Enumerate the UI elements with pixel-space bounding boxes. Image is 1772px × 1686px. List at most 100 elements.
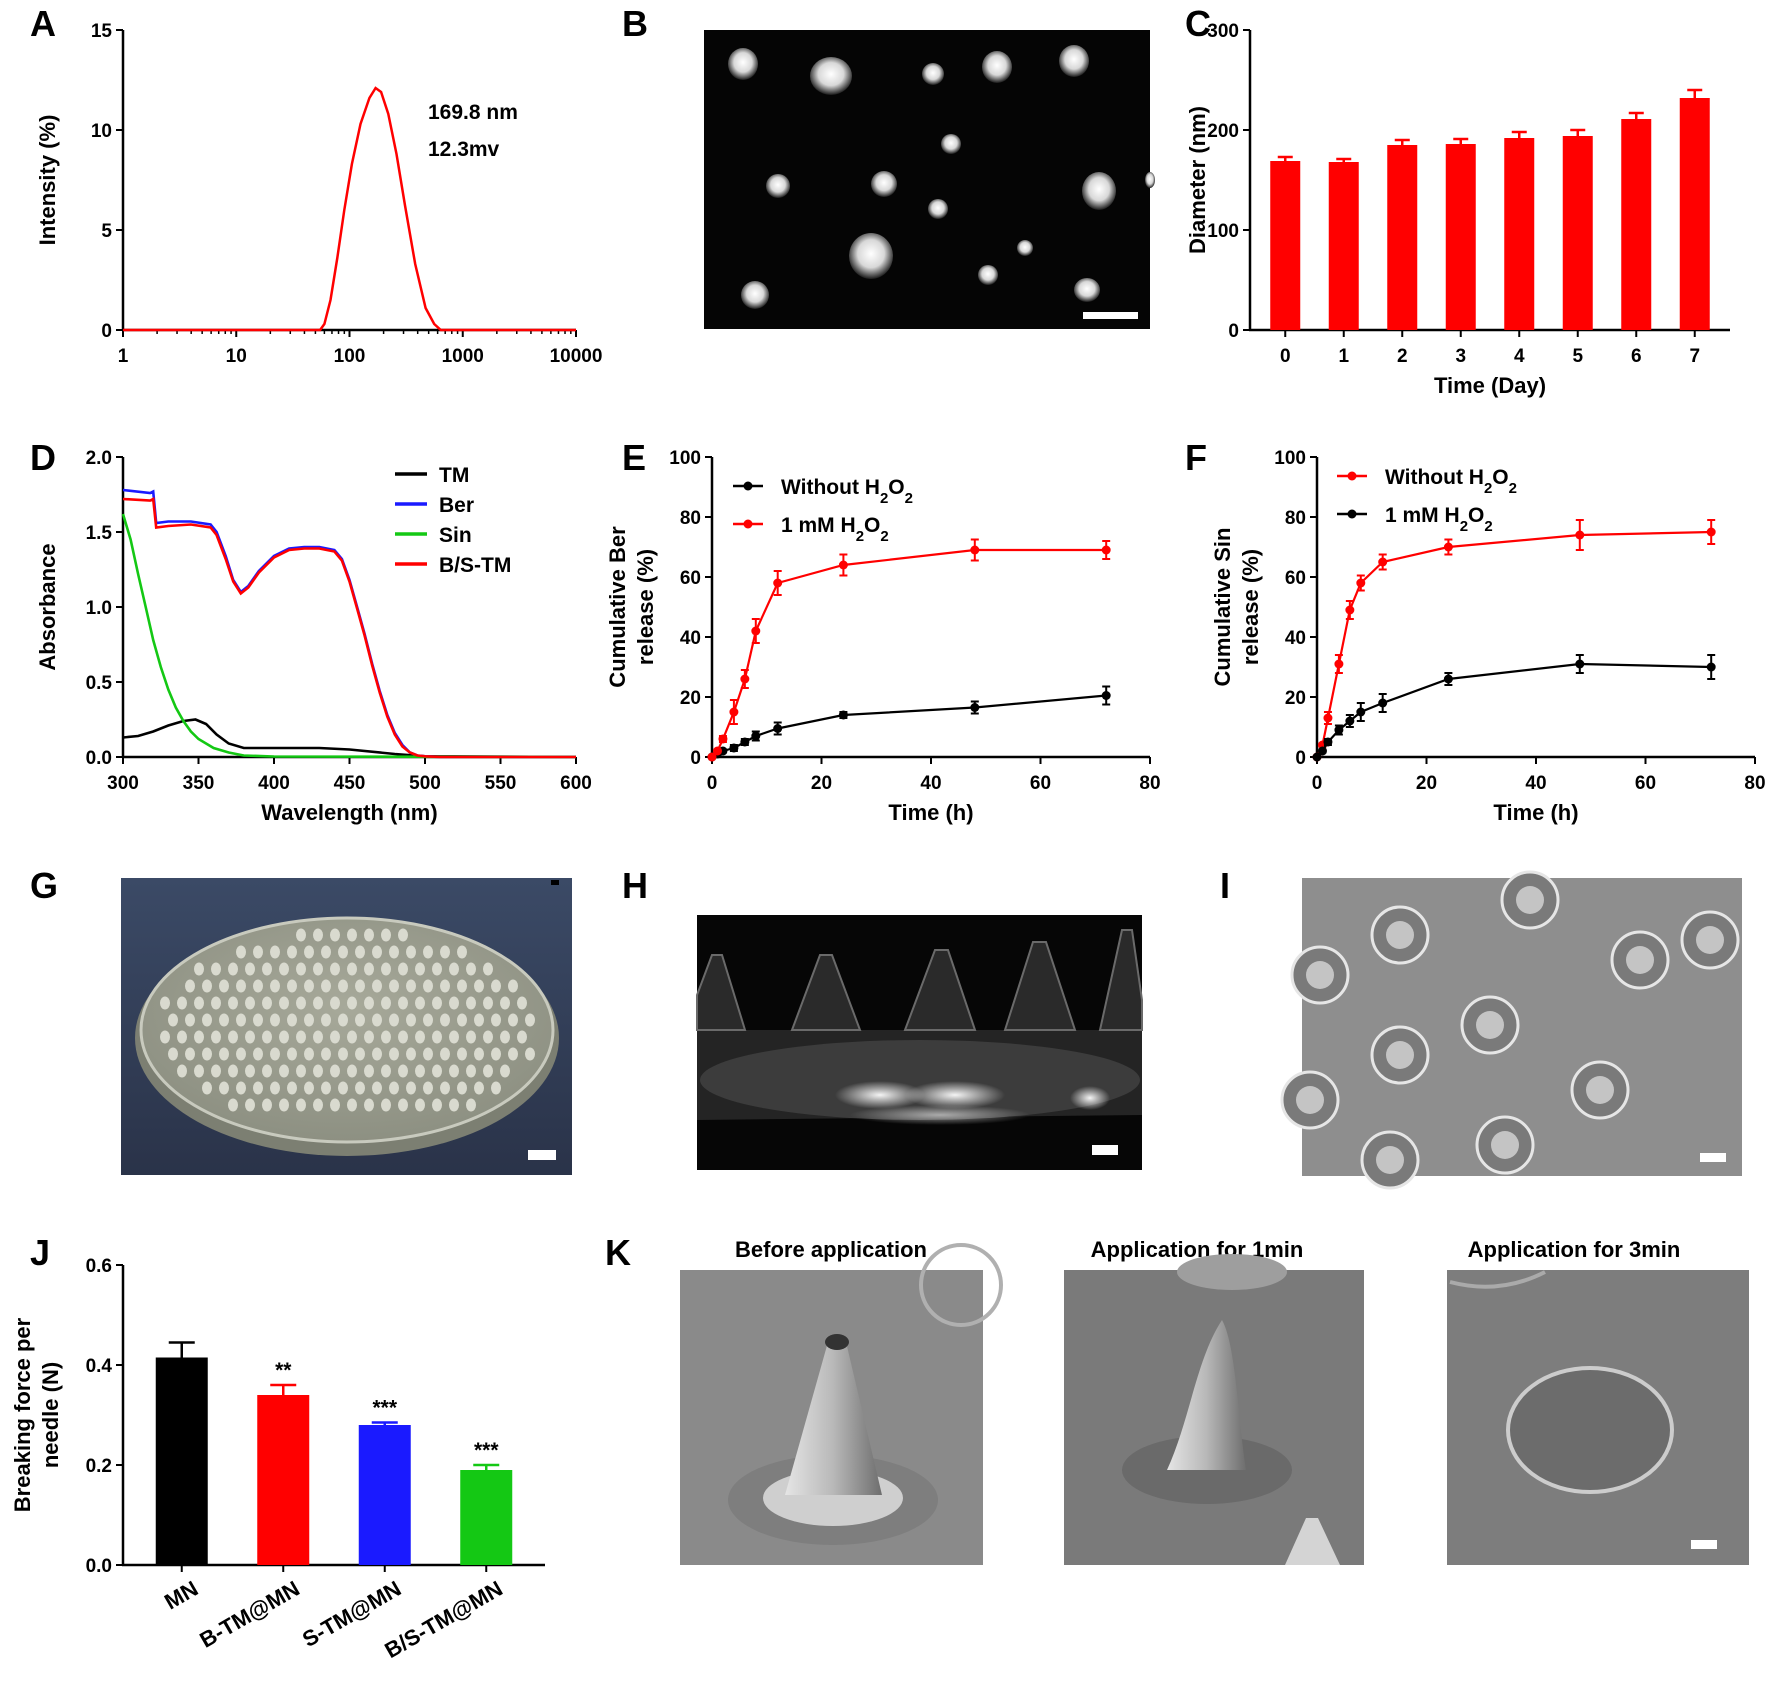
series-line [711, 548, 1107, 758]
y-tick-label: 100 [1274, 448, 1306, 469]
significance-marker: ** [275, 1359, 292, 1382]
microneedle-patch-photo [121, 878, 572, 1175]
y-tick-label: 200 [1207, 121, 1239, 142]
bar [1270, 161, 1301, 330]
y-axis-label: Intensity (%) [35, 115, 60, 246]
series-2 [121, 513, 577, 759]
data-point [1345, 716, 1355, 726]
y-axis-label: Cumulative Ber release (%) [605, 526, 658, 688]
x-axis-label: Time (h) [1493, 800, 1578, 825]
data-point [1575, 659, 1585, 669]
series-1 [707, 538, 1111, 762]
significance-marker: *** [372, 1397, 397, 1420]
x-tick-label: 2 [1397, 346, 1408, 367]
scale-bar [1700, 1153, 1726, 1162]
x-tick-label: 60 [1635, 773, 1656, 794]
series-0 [1312, 519, 1716, 762]
series-line [121, 513, 577, 759]
bar [1504, 138, 1535, 330]
sem-application-1min [1064, 1254, 1364, 1565]
caption-application-3min: Application for 3min [1468, 1237, 1681, 1262]
x-tick-label: 20 [1416, 773, 1437, 794]
chart-e-ber-release: 0 20 40 60 80 100 Cumulative Ber release (%) Tim… [605, 448, 1161, 825]
x-tick-label: 450 [334, 773, 366, 794]
series-0 [707, 685, 1111, 762]
sem-application-3min [1447, 1270, 1749, 1565]
x-tick-label: 60 [1030, 773, 1051, 794]
x-tick-label: 4 [1514, 346, 1525, 367]
y-tick-label: 1.0 [86, 598, 112, 619]
x-tick-label: 1 [1338, 346, 1349, 367]
y-tick-label: 0 [690, 748, 701, 769]
scale-bar [1092, 1145, 1118, 1155]
data-point [729, 743, 739, 753]
scale-bar [1083, 312, 1138, 319]
legend-label: TM [439, 464, 469, 487]
x-tick-label: 80 [1744, 773, 1765, 794]
data-point [1345, 605, 1355, 615]
y-tick-label: 0 [1295, 748, 1306, 769]
data-point [1443, 674, 1453, 684]
panel-label-a: A [30, 3, 56, 44]
y-tick-label: 20 [680, 688, 701, 709]
data-point [970, 545, 980, 555]
legend-label: Ber [439, 494, 474, 517]
x-tick-label: 10 [226, 346, 247, 367]
data-point [970, 703, 980, 712]
x-tick-label: 100 [334, 346, 366, 367]
annotation-zeta: 12.3mv [428, 138, 500, 161]
panel-label-h: H [622, 865, 648, 906]
microneedle-side-view [696, 915, 1143, 1170]
bar [155, 1357, 208, 1565]
data-point [1706, 662, 1716, 672]
x-tick-label: 0 [707, 773, 718, 794]
data-point [1356, 707, 1366, 717]
y-axis-label: Diameter (nm) [1185, 106, 1210, 254]
series-3 [122, 496, 576, 759]
y-tick-label: 0.4 [86, 1356, 113, 1377]
data-point [1443, 542, 1453, 552]
caption-application-1min: Application for 1min [1091, 1237, 1304, 1262]
panel-label-d: D [30, 437, 56, 478]
y-tick-label: 300 [1207, 21, 1239, 42]
panel-label-f: F [1185, 437, 1207, 478]
x-tick-label: 7 [1689, 346, 1700, 367]
y-tick-label: 10 [91, 121, 112, 142]
series-line [122, 488, 576, 759]
series-line [1316, 662, 1712, 758]
data-point [773, 578, 783, 588]
caption-before-application: Before application [735, 1237, 927, 1262]
y-tick-label: 2.0 [86, 448, 112, 469]
series-1 [1312, 654, 1716, 762]
x-tick-label: 40 [920, 773, 941, 794]
series-line [122, 718, 577, 759]
y-tick-label: 0.2 [86, 1456, 112, 1477]
x-tick-label: 400 [258, 773, 290, 794]
legend-label: Without H2O2 [781, 476, 913, 507]
data-point [729, 707, 739, 717]
legend-label: Without H2O2 [1385, 466, 1517, 497]
data-point [838, 710, 848, 720]
x-tick-label: 0 [1280, 346, 1291, 367]
data-point [1101, 545, 1111, 555]
y-tick-label: 0 [101, 321, 112, 342]
bar [1679, 98, 1710, 330]
series-line [122, 496, 576, 759]
data-point [773, 724, 783, 733]
bar [1387, 145, 1418, 330]
data-point [1334, 659, 1344, 669]
x-tick-label: MN [160, 1576, 202, 1615]
bar [1562, 136, 1593, 330]
y-tick-label: 80 [1285, 508, 1306, 529]
x-tick-label: 500 [409, 773, 441, 794]
bar [358, 1425, 411, 1565]
x-tick-label: 80 [1139, 773, 1160, 794]
y-tick-label: 5 [101, 221, 112, 242]
panel-label-k: K [605, 1232, 631, 1273]
x-tick-label: 1 [118, 346, 129, 367]
bar [460, 1470, 513, 1565]
annotation-size: 169.8 nm [428, 101, 518, 124]
data-point [1356, 578, 1366, 588]
series-0 [122, 718, 577, 759]
tem-micrograph [704, 30, 1155, 329]
